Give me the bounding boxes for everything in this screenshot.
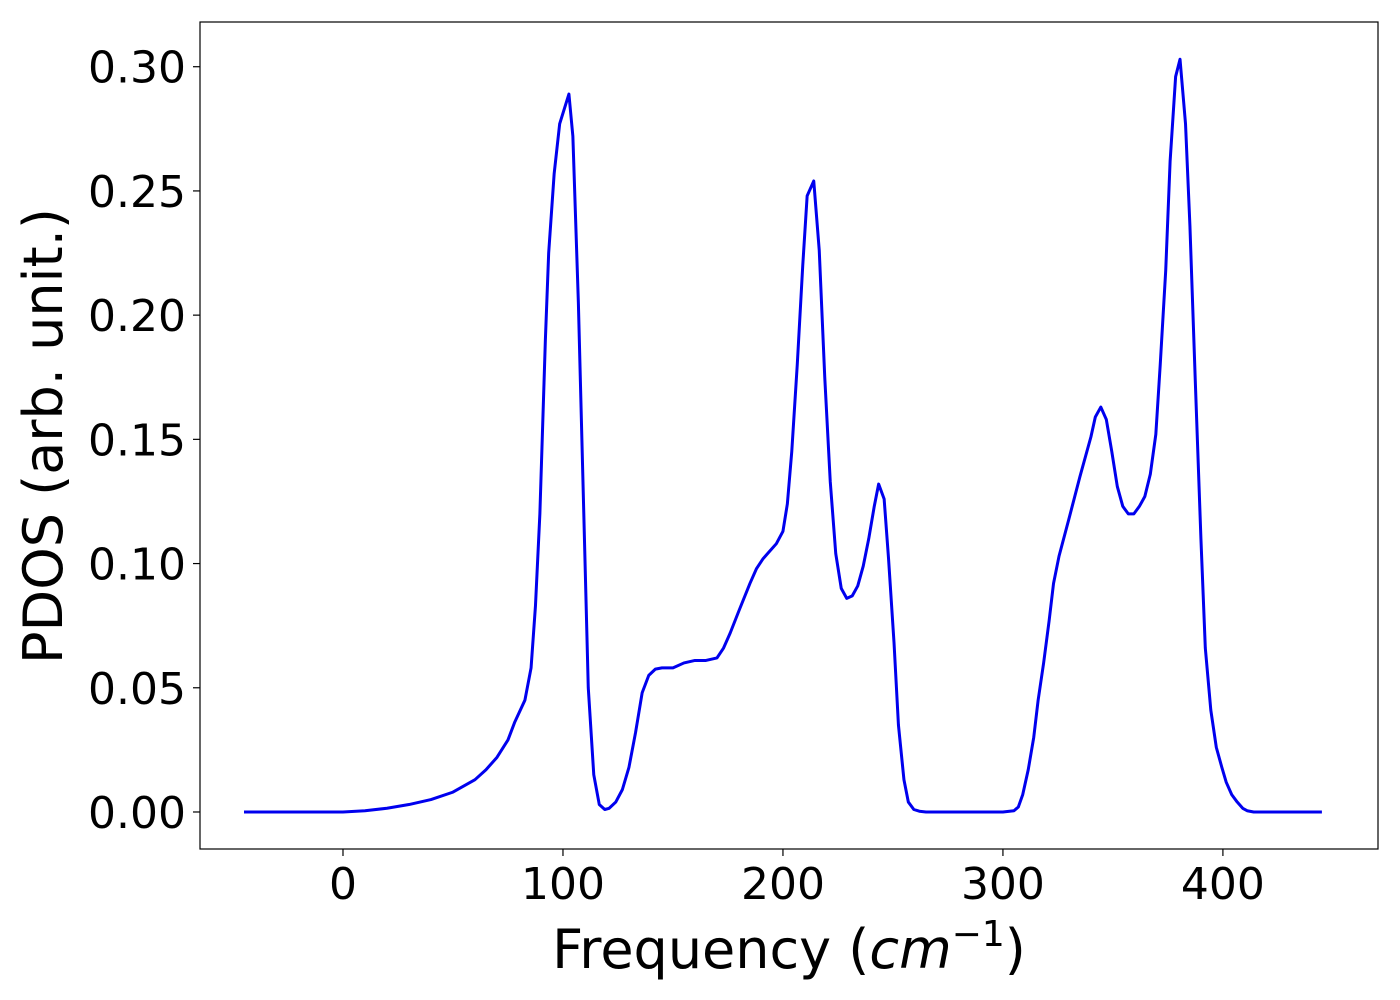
- y-tick-label: 0.20: [88, 291, 186, 342]
- x-tick-label: 100: [521, 859, 605, 910]
- x-axis-label: Frequency (cm−1): [552, 914, 1026, 981]
- y-axis-label: PDOS (arb. unit.): [12, 208, 75, 664]
- y-tick-label: 0.10: [88, 540, 186, 591]
- x-tick-label: 200: [741, 859, 825, 910]
- plot-frame: [199, 21, 1379, 850]
- y-tick-label: 0.05: [88, 664, 186, 715]
- y-tick-label: 0.00: [88, 788, 186, 839]
- x-tick-label: 400: [1181, 859, 1265, 910]
- x-tick-label: 300: [961, 859, 1045, 910]
- y-tick-label: 0.25: [88, 167, 186, 218]
- data-line: [244, 57, 1322, 814]
- x-tick-label: 0: [329, 859, 357, 910]
- y-tick-label: 0.30: [88, 43, 186, 94]
- y-tick-label: 0.15: [88, 415, 186, 466]
